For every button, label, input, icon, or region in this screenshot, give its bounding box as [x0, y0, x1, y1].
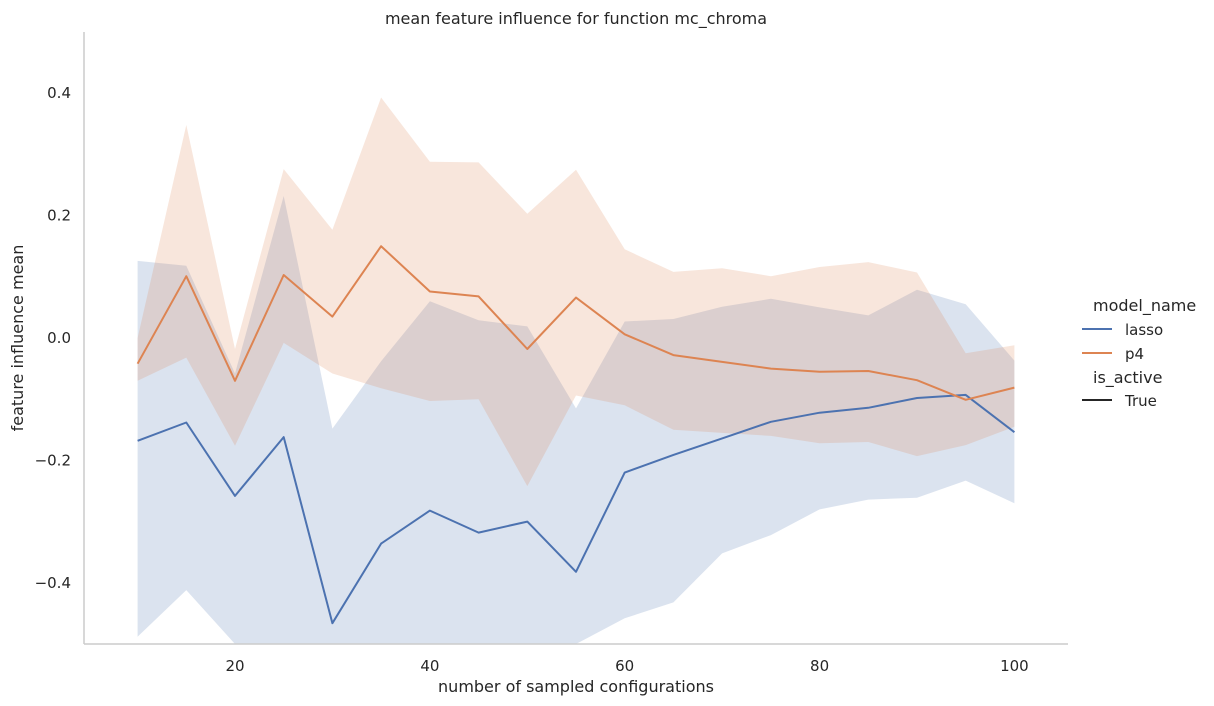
legend-label-lasso: lasso [1125, 321, 1163, 339]
x-tick-labels: 20 40 60 80 100 [225, 657, 1028, 675]
legend-hue-title: model_name [1093, 296, 1196, 316]
x-tick-label: 40 [420, 657, 439, 675]
legend-label-true: True [1124, 392, 1157, 410]
series-line-p4 [136, 245, 1015, 401]
series-line-lasso [137, 393, 1016, 625]
y-tick-label: 0.2 [47, 207, 71, 225]
x-tick-label: 80 [810, 657, 829, 675]
y-tick-label: 0.4 [47, 84, 71, 102]
y-tick-label: −0.4 [35, 574, 71, 592]
x-axis-title: number of sampled configurations [438, 677, 714, 696]
ci-band-p4 [137, 97, 1015, 487]
x-tick-label: 100 [1000, 657, 1029, 675]
y-tick-labels: −0.4 −0.2 0.0 0.2 0.4 [35, 84, 71, 592]
legend-label-p4: p4 [1125, 345, 1144, 363]
y-axis-title: feature influence mean [8, 245, 27, 432]
y-tick-label: −0.2 [35, 451, 71, 469]
x-tick-label: 60 [615, 657, 634, 675]
chart-title: mean feature influence for function mc_c… [385, 9, 767, 29]
legend: model_name lasso p4 is_active True [1082, 296, 1196, 410]
legend-style-title: is_active [1093, 368, 1162, 388]
y-tick-label: 0.0 [47, 329, 71, 347]
confidence-bands [137, 97, 1015, 644]
series-lines [136, 245, 1016, 625]
ci-band-lasso [137, 196, 1015, 644]
x-tick-label: 20 [225, 657, 244, 675]
